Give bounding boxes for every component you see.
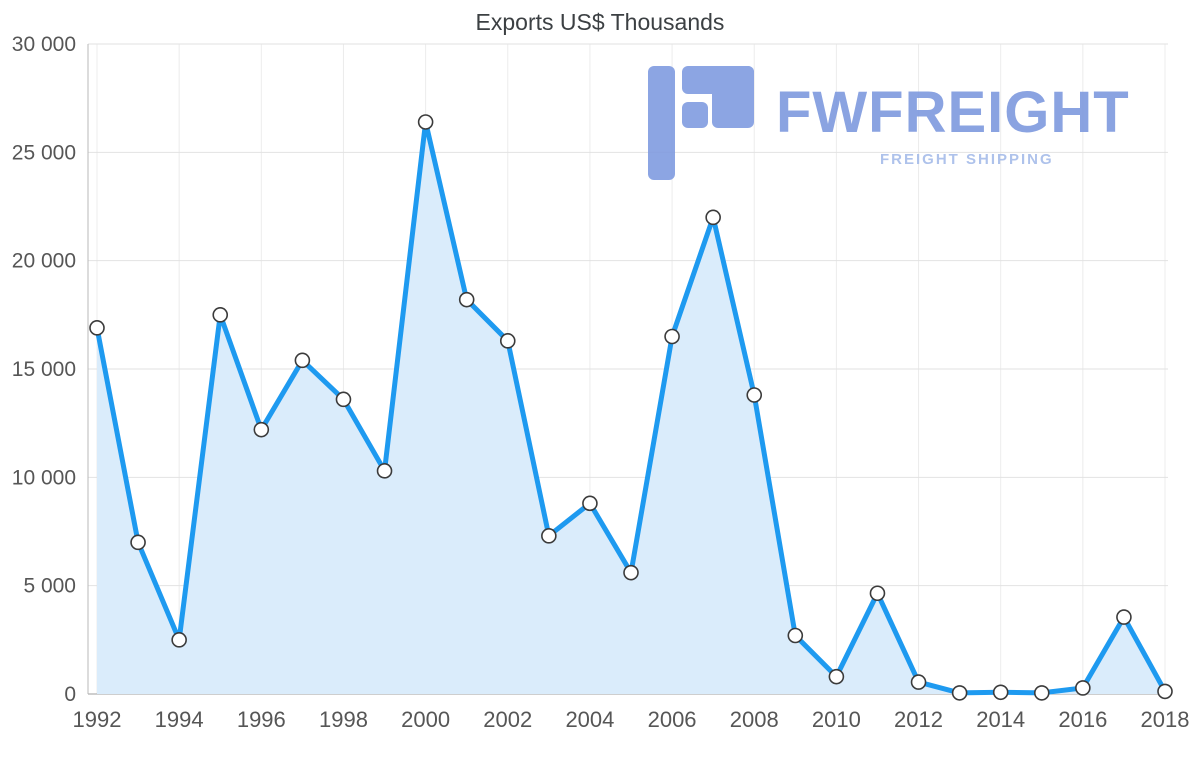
data-point: [951, 685, 968, 701]
data-point: [623, 564, 639, 581]
data-point: [582, 495, 598, 512]
data-point: [787, 627, 804, 644]
data-point: [828, 668, 845, 685]
data-point: [1075, 680, 1091, 696]
data-point: [541, 528, 557, 544]
x-tick-label: 1992: [73, 707, 122, 732]
x-tick-label: 2012: [894, 707, 943, 732]
data-point: [1157, 683, 1173, 700]
data-point: [746, 387, 763, 403]
x-tick-label: 2002: [483, 707, 532, 732]
area-fill: [97, 122, 1165, 694]
data-point: [1116, 609, 1132, 625]
y-tick-label: 30 000: [12, 33, 76, 56]
x-tick-label: 2018: [1141, 707, 1190, 732]
data-point: [212, 307, 229, 323]
y-tick-label: 10 000: [12, 466, 76, 489]
y-tick-label: 15 000: [12, 358, 76, 381]
data-point: [705, 209, 721, 226]
y-tick-label: 20 000: [12, 250, 76, 273]
data-point: [294, 352, 311, 369]
data-point: [664, 328, 680, 345]
data-point: [458, 291, 475, 308]
y-tick-label: 0: [64, 683, 76, 706]
x-tick-label: 2004: [565, 707, 614, 732]
data-point: [869, 585, 886, 602]
data-point: [89, 320, 105, 336]
data-point: [335, 391, 352, 408]
data-point: [499, 333, 516, 349]
x-tick-label: 1998: [319, 707, 368, 732]
x-tick-label: 2016: [1058, 707, 1107, 732]
data-point: [171, 632, 187, 648]
x-tick-label: 2008: [730, 707, 779, 732]
data-point: [130, 534, 146, 551]
y-tick-label: 5 000: [23, 575, 76, 598]
data-point: [910, 674, 927, 690]
data-point: [376, 463, 393, 479]
y-tick-label: 25 000: [12, 141, 76, 164]
x-tick-label: 2000: [401, 707, 450, 732]
data-point: [417, 114, 434, 130]
data-point: [1033, 685, 1050, 701]
x-tick-label: 1996: [237, 707, 286, 732]
x-tick-label: 2006: [648, 707, 697, 732]
data-point: [253, 421, 270, 438]
data-point: [992, 684, 1009, 701]
x-tick-label: 2014: [976, 707, 1025, 732]
x-tick-label: 2010: [812, 707, 861, 732]
x-tick-label: 1994: [155, 707, 204, 732]
